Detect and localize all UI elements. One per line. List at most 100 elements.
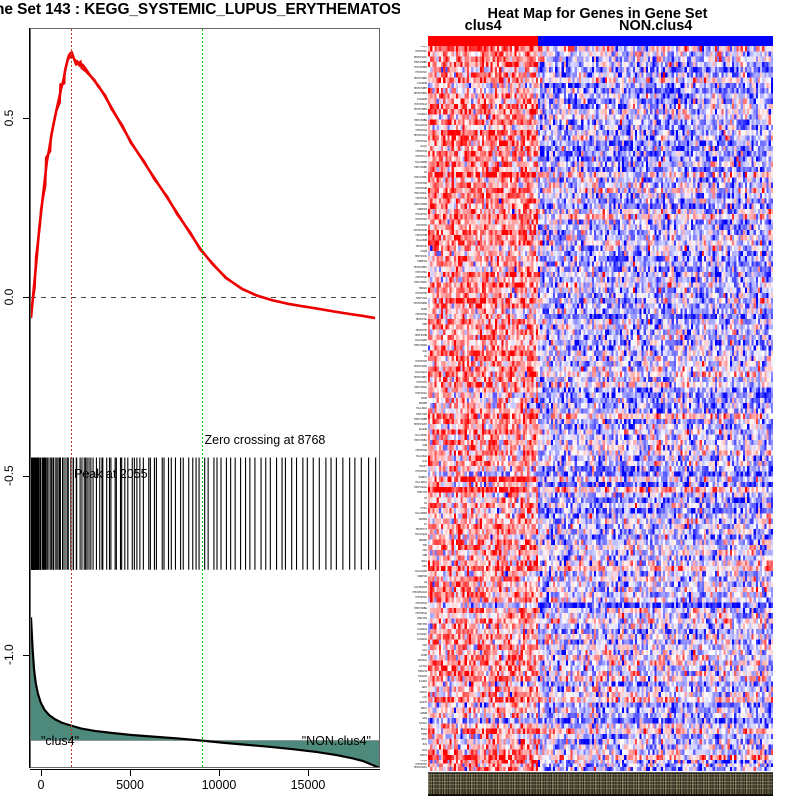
heatmap-row-label: FCGR2B (417, 98, 427, 101)
heatmap-footer-row-label: C1QA (420, 760, 427, 762)
heatmap-row-label: HIST1H2BO (414, 266, 427, 269)
enrichment-score-curve (31, 51, 376, 320)
heatmap-row-label: TRBV19 (418, 670, 427, 673)
heatmap-row-label: HLA-DPB1 (415, 434, 427, 437)
heatmap-row-label: HIST1H1T (416, 528, 427, 531)
phenotype-label-left: "clus4" (41, 734, 79, 748)
heatmap-row-label: HIST1H2AC (414, 56, 427, 59)
heatmap-row-label: H2AFY (419, 465, 427, 468)
heatmap-row-label: C5 (424, 497, 427, 500)
heatmap-row-label: HLA-DQA2 (415, 533, 427, 536)
heatmap-row-label: FASLG (419, 722, 427, 725)
heatmap-row-label: ZAP70 (420, 701, 427, 704)
heatmap-row-label: HIST1H3C (415, 213, 427, 216)
heatmap-footer-row-label: HIST1H2AC (414, 766, 427, 769)
heatmap-row-label: STAT1 (420, 754, 427, 757)
heatmap-row-label: HIST1H3 (417, 491, 427, 494)
heatmap-row-label: HIST1H3F (416, 329, 427, 332)
heatmap-row-label: HIST1H1A (416, 155, 427, 158)
heatmap-row-label: GRN (422, 686, 427, 689)
heatmap-row-label: IL10RA (419, 680, 427, 683)
heatmap-row-label: C1R (422, 644, 427, 647)
heatmap-row-label: ELANE (419, 428, 427, 431)
y-tick-3 (23, 655, 30, 656)
heatmap-row-label: CD247 (420, 691, 427, 694)
heatmap-row-label: SNRPG (418, 476, 427, 479)
heatmap-class-colorbar (428, 36, 773, 46)
heatmap-row-label: HLA-DMA (416, 455, 427, 458)
heatmap-row-label: FCGR3B (417, 82, 427, 85)
heatmap-row-label: TRAV20 (418, 675, 427, 678)
heatmap-row-label: C2 (424, 171, 427, 174)
heatmap-sample-name-svg (428, 760, 773, 796)
heatmap-row-label: HLA-DQA1 (415, 371, 427, 374)
y-tick-label-2: -0.5 (2, 465, 22, 486)
heatmap-row-label: HIST2H2BE (414, 607, 427, 610)
heatmap-row-label: HIST1H3J (416, 413, 427, 416)
heatmap-row-label: CD80 (421, 308, 427, 311)
heatmap-row-label: HIST1H4I (417, 224, 428, 227)
heatmap-row-label: HIST1H2AH (414, 423, 427, 426)
heatmap-row-label: PRF1 (421, 707, 427, 710)
heatmap-row-label: HIST1H2BH (414, 87, 427, 90)
heatmap-matrix-svg (428, 46, 773, 760)
heatmap-row-label: HIST1H2AE (414, 344, 427, 347)
heatmap-row-label: LOC653354 (414, 586, 427, 589)
heatmap-row-label: HLA-DQB2 (415, 570, 427, 573)
heatmap-row-label: HIST2H4A (416, 602, 427, 605)
phenotype-label-right: "NON.clus4" (302, 734, 371, 748)
heatmap-row-label: HIST1H2BB (414, 418, 427, 421)
y-tick-label-1: 0.0 (2, 287, 22, 307)
heatmap-row-label: HLA-DPA1 (415, 481, 427, 484)
y-tick-0 (23, 118, 30, 119)
heatmap-row-label: HLA-DQB1 (415, 339, 427, 342)
y-tick-2 (23, 476, 30, 477)
zero-crossing-annotation: Zero crossing at 8768 (204, 433, 325, 447)
heatmap-row-label: HIST4H4 (417, 617, 427, 620)
heatmap-row-label: FAS (422, 717, 427, 720)
heatmap-row-label: HIST1H2BJ (414, 66, 427, 69)
heatmap-row-label: HIST1H2AL (414, 192, 427, 195)
heatmap-row-label: BCL2 (421, 728, 427, 731)
heatmap-row-label: HIST1H4G (415, 392, 427, 395)
gsea-enrichment-panel: ne Set 143 : KEGG_SYSTEMIC_LUPUS_ERYTHEM… (0, 0, 400, 800)
heatmap-row-label: HIST1H2AM (414, 229, 427, 232)
heatmap-row-label: HIST1H2BF (414, 166, 427, 169)
y-tick-label-0: 0.5 (2, 108, 22, 128)
class-label-clus4: clus4 (423, 18, 543, 34)
heatmap-row-label: TP53 (421, 733, 427, 736)
heatmap-row-label: FCGR2A (417, 628, 427, 631)
zero-crossing-vertical-line (201, 29, 203, 767)
heatmap-row-label: HLA-DRA (417, 407, 428, 410)
heatmap-row-label: FCGR2C (417, 633, 427, 636)
heatmap-row-label: HIST1H1D (415, 470, 427, 473)
heatmap-row-labels: C1QA HIST1H4C HIST1H2AC HIST1H2BK HIST1H2BJ H… (395, 46, 428, 760)
heatmap-row-label: HLA-DRB1 (415, 512, 427, 515)
heatmap-row-label: HIST1H3H (415, 292, 427, 295)
heatmap-row-label: C1S (422, 649, 427, 652)
heatmap-row-label: JUN (422, 743, 427, 746)
heatmap-row-label: HIST1H2AK (414, 281, 427, 284)
heatmap-row-label: HIST1H2AF (414, 386, 427, 389)
peak-vertical-line (71, 29, 72, 767)
heatmap-row-label: HLA-DOA4 (415, 124, 427, 127)
heatmap-row-label: HIST1H3G (415, 271, 427, 274)
heatmap-row-label: IFNG (421, 560, 427, 563)
heatmap-row-label: HIST3H2A (416, 612, 427, 615)
heatmap-row-label: HIST1H2BK (414, 61, 427, 64)
heatmap-row-label: HIST1H2BL (414, 176, 427, 179)
heatmap-row-label: HIST1H4B (416, 187, 427, 190)
heatmap-row-label: SNRPE (419, 518, 427, 521)
heatmap-row-label: HIST1H2AB (414, 203, 427, 206)
heatmap-row-label: HIST2H2AA3 (413, 591, 427, 594)
heatmap-row-label: C8B (422, 554, 427, 557)
gsea-plot-area: Peak at 2055 Zero crossing at 8768 "clus… (30, 28, 380, 768)
y-axis-line (29, 28, 30, 768)
heatmap-row-label: HIST1H4H (415, 360, 427, 363)
heatmap-row-label: HIST1H2BI (415, 334, 427, 337)
heatmap-row-label: FCGR3A (417, 638, 427, 641)
heatmap-row-label: SNRPD2 (417, 575, 427, 578)
heatmap-row-label: TRIM21 (418, 287, 427, 290)
peak-annotation: Peak at 2055 (74, 467, 148, 481)
